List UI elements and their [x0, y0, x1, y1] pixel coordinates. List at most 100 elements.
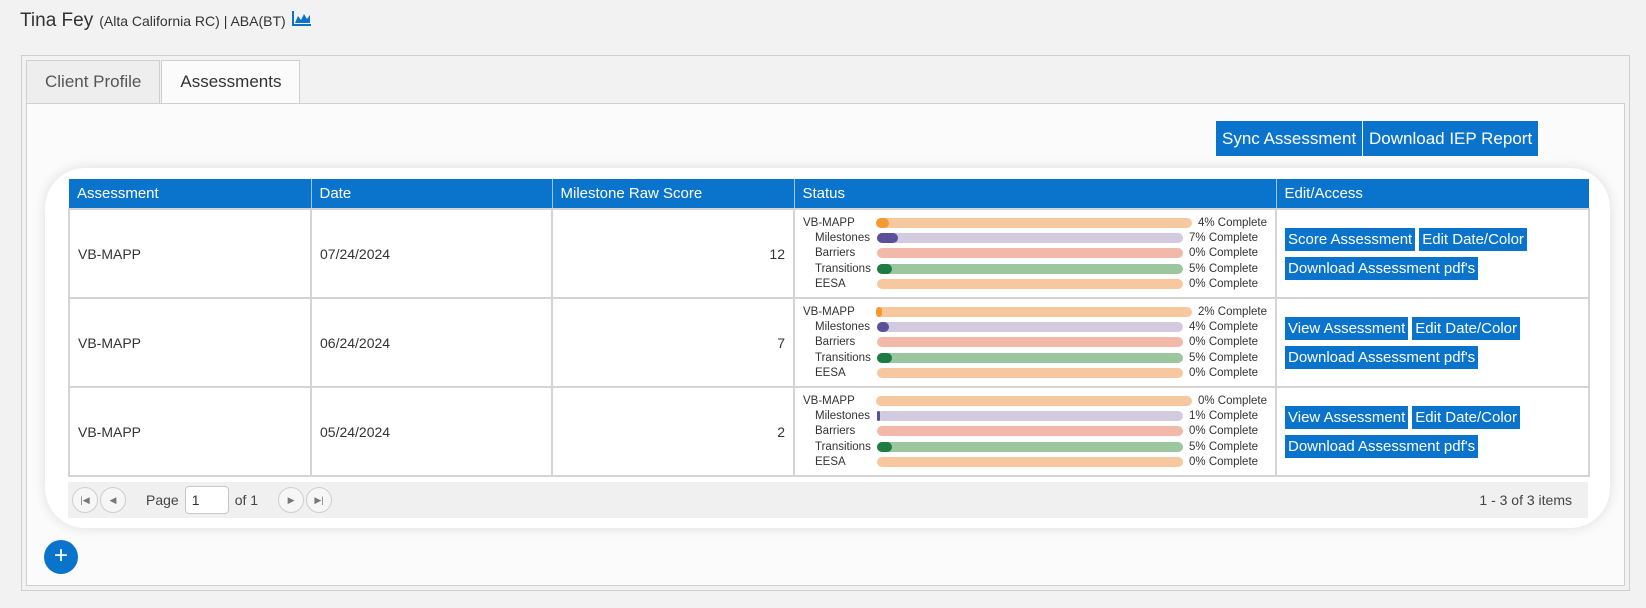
date-cell: 07/24/2024: [310, 208, 553, 299]
status-line: Barriers 0% Complete: [803, 246, 1267, 261]
edit-date-color-button[interactable]: Edit Date/Color: [1412, 316, 1520, 340]
status-percent: 0% Complete: [1189, 336, 1259, 349]
progress-fill: [876, 217, 890, 228]
table-row: VB-MAPP 07/24/2024 12 VB-MAPP 4% Complete Mil…: [68, 208, 1590, 299]
status-percent: 7% Complete: [1189, 232, 1259, 245]
progress-fill: [877, 352, 892, 363]
progress-track: [877, 248, 1183, 259]
assessment-cell: VB-MAPP: [68, 208, 312, 299]
table-row: VB-MAPP 06/24/2024 7 VB-MAPP 2% Complete Mile…: [68, 297, 1590, 388]
column-header-edit-access[interactable]: Edit/Access: [1276, 179, 1589, 209]
progress-fill: [877, 322, 889, 333]
add-assessment-button[interactable]: +: [44, 540, 78, 574]
status-label: EESA: [815, 367, 846, 380]
client-name: Tina Fey: [20, 10, 94, 31]
score-assessment-button[interactable]: Score Assessment: [1285, 227, 1416, 251]
status-label: Barriers: [815, 336, 856, 349]
progress-track: [877, 426, 1183, 437]
status-percent: 5% Complete: [1189, 440, 1259, 453]
status-percent: 0% Complete: [1197, 394, 1267, 407]
edit-date-color-button[interactable]: Edit Date/Color: [1419, 227, 1527, 251]
status-percent: 1% Complete: [1189, 410, 1259, 423]
first-page-icon[interactable]: |◀: [72, 487, 98, 513]
status-label: Transitions: [815, 262, 871, 275]
status-line: Barriers 0% Complete: [803, 335, 1267, 350]
actions-cell: View Assessment Edit Date/Color Download A…: [1275, 297, 1590, 388]
column-header-status[interactable]: Status: [794, 179, 1277, 209]
download-iep-report-button[interactable]: Download IEP Report: [1363, 121, 1539, 156]
score-cell: 2: [551, 386, 795, 477]
status-label: VB-MAPP: [803, 305, 855, 318]
download-assessment-pdfs-button[interactable]: Download Assessment pdf's: [1285, 256, 1479, 280]
status-label: Barriers: [815, 247, 856, 260]
assessments-table: Assessment Date Milestone Raw Score Stat…: [68, 179, 1590, 477]
page-label: Page: [146, 492, 179, 508]
progress-track: [877, 441, 1183, 452]
column-header-score[interactable]: Milestone Raw Score: [552, 179, 795, 209]
progress-fill: [877, 411, 880, 422]
actions-cell: View Assessment Edit Date/Color Download A…: [1275, 386, 1590, 477]
status-line: Milestones 1% Complete: [803, 408, 1267, 423]
progress-track: [877, 263, 1183, 274]
progress-track: [877, 411, 1183, 422]
tab-assessments[interactable]: Assessments: [161, 60, 301, 105]
status-line: VB-MAPP 2% Complete: [803, 304, 1267, 319]
status-percent: 2% Complete: [1197, 305, 1267, 318]
status-line: EESA 0% Complete: [803, 366, 1267, 381]
progress-track: [876, 395, 1192, 406]
actions-line: Score Assessment Edit Date/Color: [1285, 227, 1580, 251]
tab-client-profile[interactable]: Client Profile: [26, 60, 161, 104]
prev-page-icon[interactable]: ◀: [100, 487, 126, 513]
progress-fill: [877, 263, 892, 274]
area-chart-icon[interactable]: [291, 10, 312, 26]
status-percent: 4% Complete: [1189, 321, 1259, 334]
client-header: Tina Fey (Alta California RC) | ABA(BT): [20, 10, 312, 32]
table-row: VB-MAPP 05/24/2024 2 VB-MAPP 0% Complete Mile…: [68, 386, 1590, 477]
pager-items-info: 1 - 3 of 3 items: [1479, 492, 1572, 508]
actions-line: View Assessment Edit Date/Color: [1285, 405, 1580, 429]
status-label: EESA: [815, 456, 846, 469]
status-percent: 5% Complete: [1189, 262, 1259, 275]
last-page-icon[interactable]: ▶|: [306, 487, 333, 513]
status-label: Transitions: [815, 440, 871, 453]
status-percent: 4% Complete: [1197, 216, 1267, 229]
status-line: Transitions 5% Complete: [803, 350, 1267, 365]
view-assessment-button[interactable]: View Assessment: [1285, 405, 1409, 429]
status-cell: VB-MAPP 2% Complete Milestones 4% Complete B…: [793, 297, 1277, 388]
download-assessment-pdfs-button[interactable]: Download Assessment pdf's: [1285, 434, 1479, 458]
status-percent: 0% Complete: [1189, 425, 1259, 438]
status-label: VB-MAPP: [803, 394, 855, 407]
edit-date-color-button[interactable]: Edit Date/Color: [1412, 405, 1520, 429]
status-label: Milestones: [815, 321, 870, 334]
next-page-icon[interactable]: ▶: [278, 487, 305, 513]
progress-fill: [877, 441, 892, 452]
progress-track: [877, 457, 1183, 468]
progress-track: [876, 306, 1192, 317]
progress-track: [877, 368, 1183, 379]
tab-strip: Client Profile Assessments: [26, 60, 301, 105]
status-percent: 0% Complete: [1189, 278, 1259, 291]
score-cell: 7: [551, 297, 795, 388]
column-header-assessment[interactable]: Assessment: [69, 179, 312, 209]
status-line: Transitions 5% Complete: [803, 439, 1267, 454]
view-assessment-button[interactable]: View Assessment: [1285, 316, 1409, 340]
status-line: Transitions 5% Complete: [803, 261, 1267, 276]
progress-track: [877, 279, 1183, 290]
download-assessment-pdfs-button[interactable]: Download Assessment pdf's: [1285, 345, 1479, 369]
client-meta: (Alta California RC) | ABA(BT): [99, 13, 286, 29]
status-cell: VB-MAPP 4% Complete Milestones 7% Complete B…: [793, 208, 1277, 299]
status-label: Barriers: [815, 425, 856, 438]
status-percent: 5% Complete: [1189, 351, 1259, 364]
page-count-label: of 1: [234, 492, 259, 508]
progress-track: [876, 217, 1192, 228]
assessment-cell: VB-MAPP: [68, 297, 312, 388]
status-line: VB-MAPP 4% Complete: [803, 215, 1267, 230]
column-header-date[interactable]: Date: [311, 179, 553, 209]
sync-assessment-button[interactable]: Sync Assessment: [1216, 121, 1363, 156]
assessment-cell: VB-MAPP: [68, 386, 312, 477]
status-line: Barriers 0% Complete: [803, 424, 1267, 439]
status-label: Milestones: [815, 232, 870, 245]
status-label: Milestones: [815, 410, 870, 423]
progress-track: [877, 352, 1183, 363]
page-number-input[interactable]: [184, 486, 229, 514]
